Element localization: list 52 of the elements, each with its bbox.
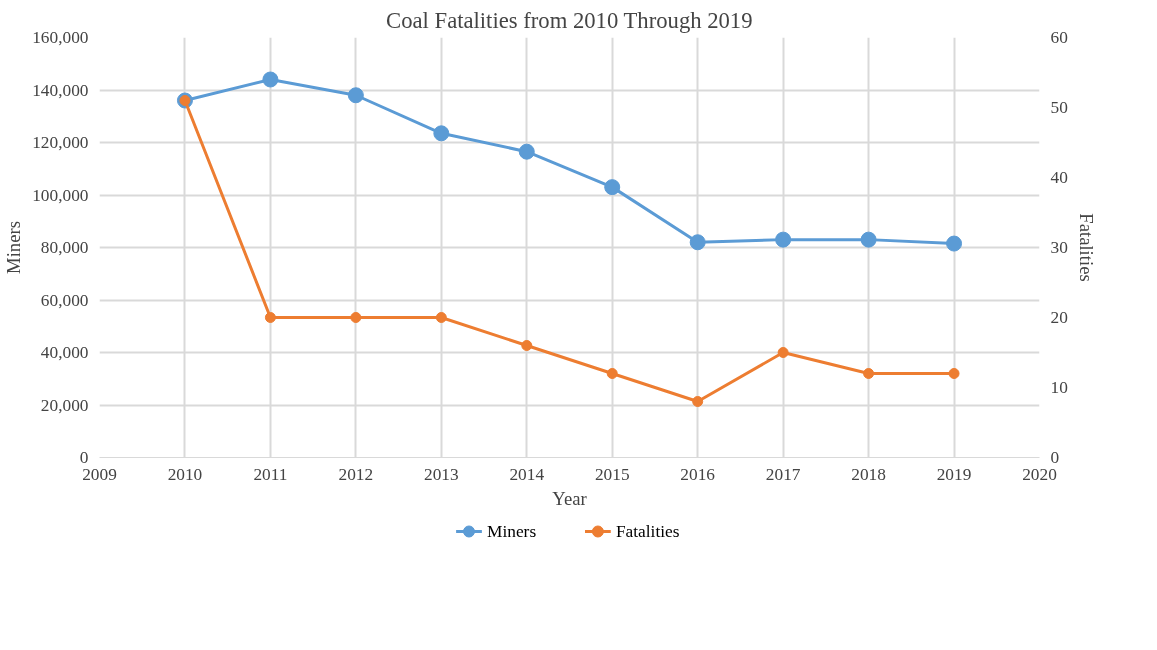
x-tick-label: 2011 [253, 464, 288, 484]
y2-tick-label: 10 [1050, 378, 1068, 397]
point [777, 347, 789, 358]
x-tick-label: 2016 [680, 464, 716, 484]
y-tick-label: 60,000 [40, 290, 89, 310]
x-tick-label: 2020 [1022, 464, 1057, 484]
y2-tick-label: 50 [1050, 98, 1068, 117]
x-tick-label: 2018 [851, 464, 886, 484]
point [948, 368, 960, 379]
x-tick-label: 2019 [936, 464, 972, 484]
point [262, 71, 279, 88]
x-tick-label: 2010 [167, 464, 203, 484]
point [604, 179, 621, 196]
point [860, 231, 877, 248]
point [350, 312, 362, 323]
point [689, 234, 706, 251]
chart-title: Coal Fatalities from 2010 Through 2019 [386, 7, 753, 33]
legend-label: Fatalities [615, 522, 680, 541]
y-tick-label: 40,000 [40, 343, 89, 362]
y2-tick-label: 60 [1050, 28, 1068, 47]
point [606, 368, 618, 379]
point [518, 143, 535, 160]
x-tick-label: 2015 [594, 464, 630, 484]
y2-tick-label: 0 [1050, 448, 1060, 467]
y2-tick-label: 20 [1050, 308, 1068, 327]
y2-axis-title: Fatalities [1075, 213, 1097, 282]
point [692, 396, 704, 407]
y-axis-title: Miners [3, 221, 25, 274]
y-tick-label: 160,000 [32, 28, 89, 47]
y-tick-label: 140,000 [32, 80, 89, 100]
y-tick-label: 120,000 [32, 133, 89, 152]
y-tick-label: 80,000 [40, 238, 89, 257]
point [521, 340, 533, 351]
x-tick-label: 2017 [765, 464, 801, 484]
y2-tick-label: 30 [1050, 238, 1068, 257]
point [347, 87, 364, 104]
point [433, 125, 450, 142]
y2-tick-label: 40 [1050, 168, 1068, 187]
point [775, 231, 792, 248]
y-tick-label: 100,000 [32, 185, 89, 205]
x-tick-label: 2009 [82, 464, 117, 484]
point [946, 235, 963, 252]
point [435, 312, 447, 323]
x-tick-label: 2012 [338, 464, 374, 484]
x-tick-label: 2014 [509, 464, 545, 484]
y-tick-label: 0 [79, 448, 89, 467]
legend-label: Miners [487, 522, 537, 541]
x-tick-label: 2013 [423, 464, 459, 484]
x-axis-title: Year [552, 487, 588, 509]
point [863, 368, 875, 379]
y-tick-label: 20,000 [40, 395, 89, 415]
point [264, 312, 276, 323]
